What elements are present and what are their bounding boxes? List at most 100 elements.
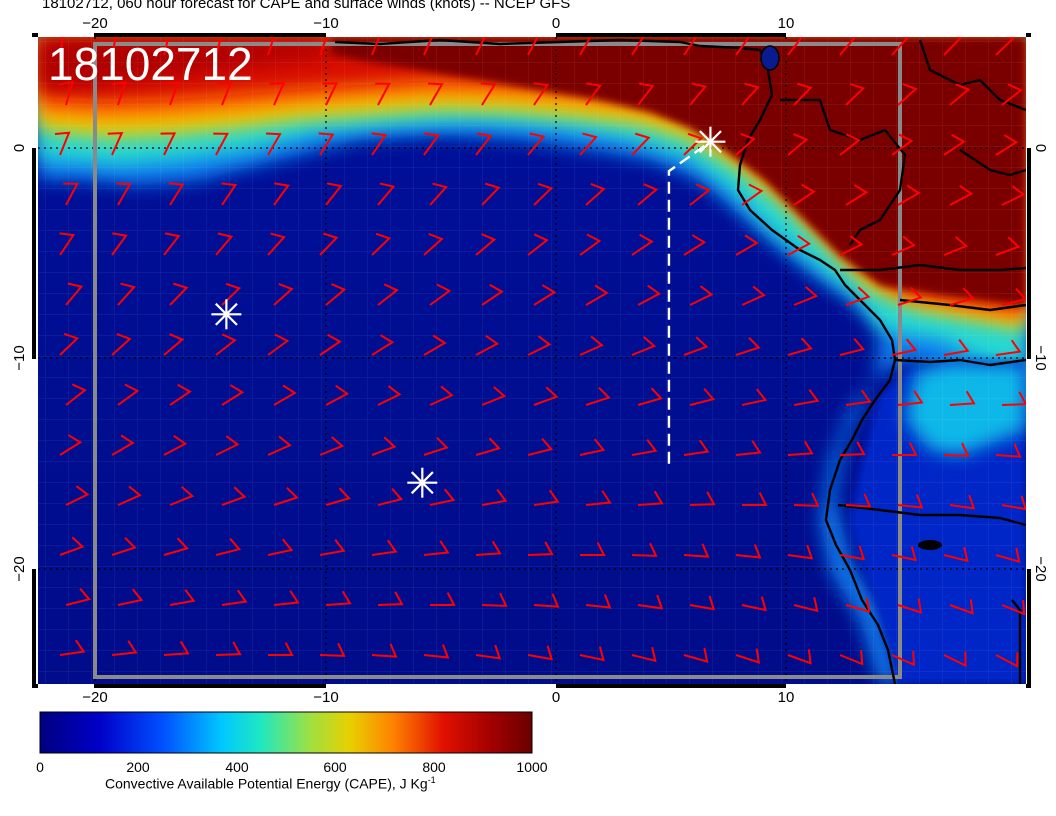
wind-barb: [735, 234, 759, 256]
wind-barb: [741, 82, 760, 106]
wind-barb: [580, 542, 606, 556]
wind-barb: [111, 640, 138, 656]
wind-barb: [111, 434, 135, 456]
wind-barb: [169, 486, 195, 506]
wind-barb: [787, 133, 809, 156]
wind-barb: [735, 37, 751, 56]
wind-barb: [943, 339, 970, 356]
wind-barb: [319, 642, 346, 657]
wind-barb: [579, 37, 592, 56]
wind-barb: [949, 494, 976, 510]
wind-barb: [325, 283, 347, 306]
lake-blob-south: [918, 540, 942, 550]
lon-tick-top: 10: [778, 15, 795, 32]
wind-barb: [683, 336, 709, 356]
wind-barb: [585, 82, 602, 106]
wind-barb: [265, 132, 282, 156]
wind-barb: [59, 37, 65, 56]
wind-barb: [533, 182, 554, 206]
wind-barb: [943, 651, 967, 668]
wind-barb: [891, 133, 914, 156]
wind-barb: [273, 486, 299, 506]
wind-barb: [59, 332, 80, 356]
wind-barb: [631, 233, 654, 256]
wind-barb: [377, 487, 404, 506]
wind-barb: [579, 646, 605, 662]
wind-barb: [163, 640, 190, 656]
wind-barb: [371, 132, 388, 156]
wind-barb: [481, 592, 508, 607]
wind-barb: [475, 37, 486, 56]
wind-barb: [845, 82, 866, 106]
wind-barb: [65, 485, 90, 506]
wind-barb: [215, 537, 242, 556]
wind-barb: [269, 81, 286, 106]
lat-tick-right: −10: [1032, 345, 1049, 370]
wind-barb: [273, 384, 297, 406]
wind-barb: [943, 442, 970, 457]
wind-barb: [683, 234, 707, 256]
wind-barb: [995, 547, 1021, 564]
wind-barb: [839, 37, 857, 56]
lon-tick-bottom: −20: [82, 689, 107, 706]
wind-barb: [845, 389, 872, 406]
wind-barb: [215, 333, 237, 356]
wind-barb: [371, 539, 398, 556]
wind-barb: [637, 594, 664, 610]
date-stamp: 18102712: [48, 38, 253, 90]
colorbar: [39, 711, 533, 754]
wind-barb: [58, 80, 75, 106]
wind-barb: [891, 37, 910, 56]
wind-barb: [741, 388, 768, 406]
wind-barb: [689, 491, 716, 506]
wind-barb: [430, 592, 456, 606]
wind-barb: [169, 589, 196, 606]
wind-barb: [689, 387, 716, 406]
wind-barb: [995, 134, 1019, 156]
wind-barb: [585, 594, 612, 609]
wind-barb: [533, 593, 560, 608]
wind-barb: [117, 383, 140, 406]
lon-tick-bottom: 0: [552, 689, 560, 706]
wind-barb: [637, 490, 664, 506]
wind-barb: [683, 37, 698, 56]
wind-barb: [111, 37, 117, 56]
wind-barb: [59, 232, 76, 256]
wind-barb: [527, 132, 546, 156]
wind-barb: [579, 233, 602, 256]
wind-barb: [429, 182, 448, 206]
wind-barb: [215, 37, 223, 56]
wind-barb: [117, 282, 136, 306]
asterisk-marker-south: [407, 467, 438, 498]
wind-barb: [949, 184, 974, 206]
wind-barb: [63, 182, 79, 206]
wind-barb: [429, 385, 454, 406]
graticule: [38, 37, 1026, 684]
wind-barb: [631, 132, 651, 156]
asterisk-marker-west: [211, 299, 242, 330]
wind-barb: [111, 332, 132, 356]
wind-barb: [164, 81, 180, 106]
wind-barb: [897, 286, 923, 306]
wind-barb: [689, 595, 716, 611]
wind-barb: [111, 80, 127, 106]
wind-barb: [735, 336, 761, 356]
wind-barb: [533, 386, 559, 406]
wind-barb: [793, 286, 819, 306]
wind-barb: [267, 232, 286, 256]
wind-barb: [377, 182, 396, 206]
wind-barb: [845, 493, 872, 508]
wind-barb: [267, 37, 275, 56]
wind-barb: [169, 282, 189, 306]
wind-barb: [943, 546, 969, 563]
wind-barb: [221, 589, 248, 606]
wind-barb: [475, 334, 500, 356]
wind-barb: [319, 232, 339, 256]
wind-barb: [579, 132, 598, 156]
wind-barb: [897, 390, 924, 406]
wind-barb: [273, 282, 294, 306]
wind-barb: [793, 596, 819, 613]
wind-barb: [689, 183, 711, 206]
colorbar-title: Convective Available Potential Energy (C…: [105, 775, 436, 792]
wind-barb: [163, 434, 188, 456]
